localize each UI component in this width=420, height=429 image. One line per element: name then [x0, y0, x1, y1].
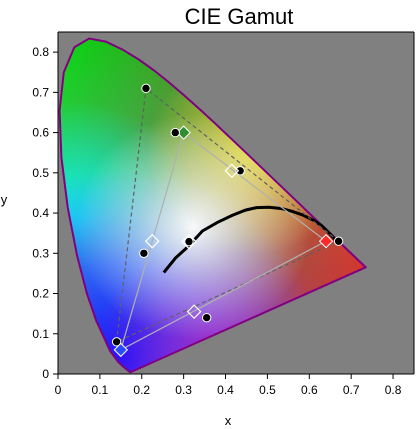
y-tick-label-0: 0	[42, 367, 49, 381]
primary-marker-red	[318, 234, 334, 249]
spectral-locus-outline	[58, 37, 367, 374]
y-tick-label-5: 0.5	[32, 166, 49, 180]
x-tick-label-4: 0.4	[217, 383, 234, 397]
x-tick-label-7: 0.7	[343, 383, 360, 397]
gamut-triangle-3	[119, 131, 328, 352]
x-axis-label: x	[225, 413, 232, 428]
edge-marker-2	[224, 163, 240, 179]
chart-title: CIE Gamut	[185, 4, 294, 29]
y-tick-label-2: 0.2	[32, 287, 49, 301]
gamut-vertex-point-1-2	[141, 83, 151, 94]
y-tick-label-6: 0.6	[32, 126, 49, 140]
y-tick-label-7: 0.7	[32, 85, 49, 99]
white-point-1	[184, 236, 194, 247]
edge-point-3	[201, 312, 212, 323]
x-tick-label-0: 0	[55, 383, 62, 397]
x-tick-label-6: 0.6	[301, 383, 318, 397]
y-tick-label-1: 0.1	[32, 327, 49, 341]
x-tick-label-8: 0.8	[385, 383, 402, 397]
primary-marker-blue	[113, 342, 129, 358]
gamut-triangle-1	[115, 87, 340, 343]
edge-marker-6	[144, 233, 160, 249]
y-tick-label-3: 0.3	[32, 246, 49, 260]
white-point-2	[181, 233, 197, 250]
y-axis-label: y	[1, 192, 8, 207]
edge-point-5	[139, 248, 149, 258]
edge-point-1	[235, 166, 245, 176]
x-tick-label-5: 0.5	[259, 383, 276, 397]
edge-point-7	[170, 127, 180, 138]
y-tick-label-8: 0.8	[32, 45, 49, 59]
edge-marker-4	[186, 304, 202, 319]
x-tick-label-3: 0.3	[175, 383, 192, 397]
gamut-vertex-point-1-3	[111, 337, 122, 347]
planckian-locus-curve	[162, 205, 337, 274]
x-tick-label-2: 0.2	[133, 383, 150, 397]
x-tick-label-1: 0.1	[92, 383, 109, 397]
y-tick-label-4: 0.4	[32, 206, 49, 220]
gamut-vertex-point-1-1	[333, 236, 344, 246]
